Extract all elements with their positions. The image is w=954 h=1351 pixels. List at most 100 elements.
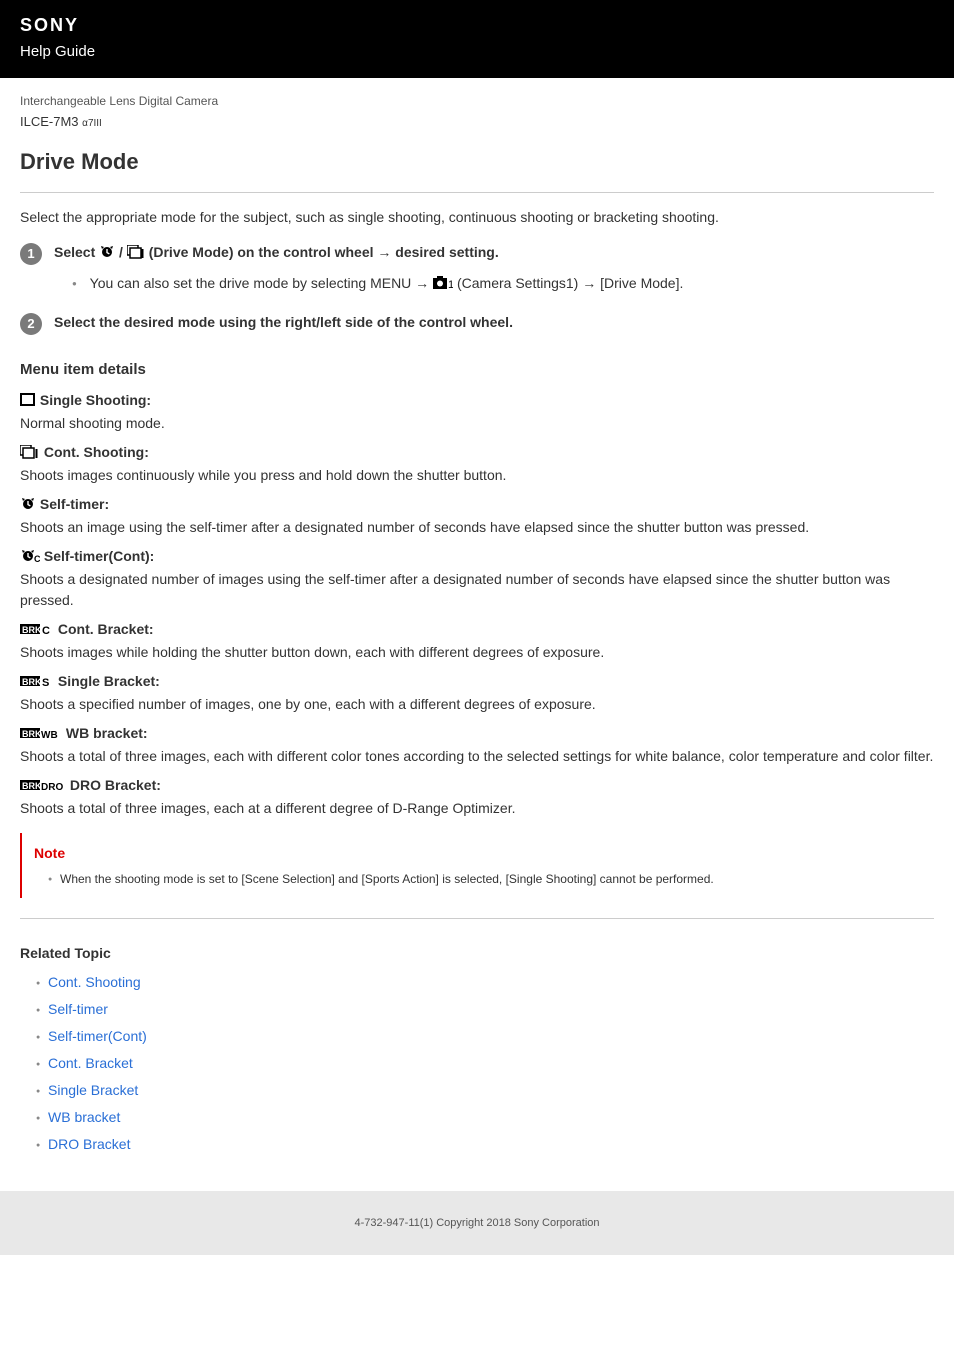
divider [20,918,934,919]
menu-item: BRKWB WB bracket: Shoots a total of three… [20,723,934,767]
brand-logo: SONY [20,12,934,39]
menu-item: BRKC Cont. Bracket:Shoots images while h… [20,619,934,663]
menu-item-desc: Shoots a specified number of images, one… [20,694,934,715]
related-item: WB bracket [36,1107,934,1128]
menu-item-name: Self-timer: [40,496,109,512]
continuous-icon [127,244,145,265]
related-list: Cont. Shooting Self-timer Self-timer(Cont)… [20,972,934,1155]
copyright-text: 4-732-947-11(1) Copyright 2018 Sony Corp… [355,1217,600,1229]
menu-item: C Self-timer(Cont):Shoots a designated n… [20,546,934,611]
step-1: 1 Select / (Drive Mode) on the control w… [20,242,934,296]
divider [20,192,934,193]
timer-c-icon: C [20,548,40,569]
menu-item-desc: Shoots images continuously while you pre… [20,465,934,486]
note-title: Note [34,843,922,864]
menu-item-desc: Shoots a total of three images, each at … [20,798,934,819]
step-title-post: (Drive Mode) on the control wheel → desi… [149,244,499,260]
step-title-pre: Select the desired mode using the right/… [54,314,513,330]
timer-icon [99,244,115,265]
page-title: Drive Mode [20,145,934,178]
menu-item: BRKS Single Bracket:Shoots a specified n… [20,671,934,715]
menu-item-name: WB bracket: [66,725,148,741]
related-link[interactable]: DRO Bracket [48,1136,130,1152]
timer-icon [20,496,36,517]
svg-text:WB: WB [41,730,58,740]
svg-text:C: C [34,554,40,563]
svg-text:BRK: BRK [22,625,42,635]
model-sub: α7III [82,118,102,129]
menu-item-name: Cont. Shooting: [44,444,149,460]
menu-item-name: Cont. Bracket: [58,621,154,637]
model-code: ILCE-7M3 [20,114,79,129]
step-body: Select the desired mode using the right/… [54,312,934,333]
slash: / [119,244,127,260]
menu-item-desc: Normal shooting mode. [20,413,934,434]
step-title: Select / (Drive Mode) on the control whe… [54,242,934,265]
menu-item-heading: BRKDRO DRO Bracket: [20,775,934,798]
menu-item-desc: Shoots a designated number of images usi… [20,569,934,611]
related-item: DRO Bracket [36,1134,934,1155]
related-item: Cont. Shooting [36,972,934,993]
menu-item-heading: Single Shooting: [20,390,934,413]
brk-c-icon: BRKC [20,621,54,642]
menu-item-desc: Shoots images while holding the shutter … [20,642,934,663]
related-item: Single Bracket [36,1080,934,1101]
svg-text:BRK: BRK [22,677,42,687]
step-body: Select / (Drive Mode) on the control whe… [54,242,934,296]
step-number: 2 [20,313,42,335]
step-title-pre: Select [54,244,99,260]
step-2: 2 Select the desired mode using the righ… [20,312,934,335]
menu-item-desc: Shoots an image using the self-timer aft… [20,517,934,538]
product-category: Interchangeable Lens Digital Camera [20,92,934,110]
menu-item-heading: BRKS Single Bracket: [20,671,934,694]
help-guide-label: Help Guide [20,41,934,64]
menu-item-heading: Self-timer: [20,494,934,517]
related-item: Cont. Bracket [36,1053,934,1074]
menu-item: BRKDRO DRO Bracket:Shoots a total of thr… [20,775,934,819]
note-list: When the shooting mode is set to [Scene … [34,870,922,888]
svg-text:DRO: DRO [41,782,63,792]
intro-text: Select the appropriate mode for the subj… [20,207,934,228]
related-link[interactable]: Self-timer(Cont) [48,1028,147,1044]
brk-s-icon: BRKS [20,673,54,694]
step-title: Select the desired mode using the right/… [54,312,934,333]
header-bar: SONY Help Guide [0,0,954,78]
related-link[interactable]: WB bracket [48,1109,120,1125]
note-box: Note When the shooting mode is set to [S… [20,833,934,898]
footer: 4-732-947-11(1) Copyright 2018 Sony Corp… [0,1191,954,1256]
step-number: 1 [20,243,42,265]
related-link[interactable]: Cont. Bracket [48,1055,133,1071]
single-icon [20,392,36,413]
menu-item: Self-timer: Shoots an image using the sel… [20,494,934,538]
svg-text:1: 1 [448,279,453,290]
brk-wb-icon: BRKWB [20,725,62,746]
menu-item-name: Single Bracket: [58,673,160,689]
bullet-post: (Camera Settings1) → [Drive Mode]. [457,275,683,291]
menu-item-desc: Shoots a total of three images, each wit… [20,746,934,767]
related-link[interactable]: Single Bracket [48,1082,138,1098]
svg-text:C: C [42,625,50,636]
svg-text:BRK: BRK [22,781,42,791]
bullet-pre: You can also set the drive mode by selec… [90,275,433,291]
menu-item: Cont. Shooting: Shoots images continuousl… [20,442,934,486]
svg-text:S: S [42,677,49,688]
camera-settings-icon: 1 [433,275,453,296]
note-item: When the shooting mode is set to [Scene … [48,870,922,888]
menu-details-heading: Menu item details [20,359,934,382]
menu-item-heading: C Self-timer(Cont): [20,546,934,569]
related-link[interactable]: Cont. Shooting [48,974,141,990]
step-bullets: You can also set the drive mode by selec… [54,273,934,296]
product-model: ILCE-7M3 α7III [20,112,934,132]
related-heading: Related Topic [20,943,934,964]
menu-item-heading: Cont. Shooting: [20,442,934,465]
menu-item-name: Self-timer(Cont): [44,548,154,564]
main-content: Interchangeable Lens Digital Camera ILCE… [0,78,954,1155]
menu-item-heading: BRKC Cont. Bracket: [20,619,934,642]
menu-item: Single Shooting: Normal shooting mode. [20,390,934,434]
menu-item-name: Single Shooting: [40,392,151,408]
step-bullet: You can also set the drive mode by selec… [72,273,934,296]
related-link[interactable]: Self-timer [48,1001,108,1017]
menu-items-list: Single Shooting: Normal shooting mode. Co… [20,390,934,819]
menu-item-name: DRO Bracket: [70,777,161,793]
related-item: Self-timer [36,999,934,1020]
